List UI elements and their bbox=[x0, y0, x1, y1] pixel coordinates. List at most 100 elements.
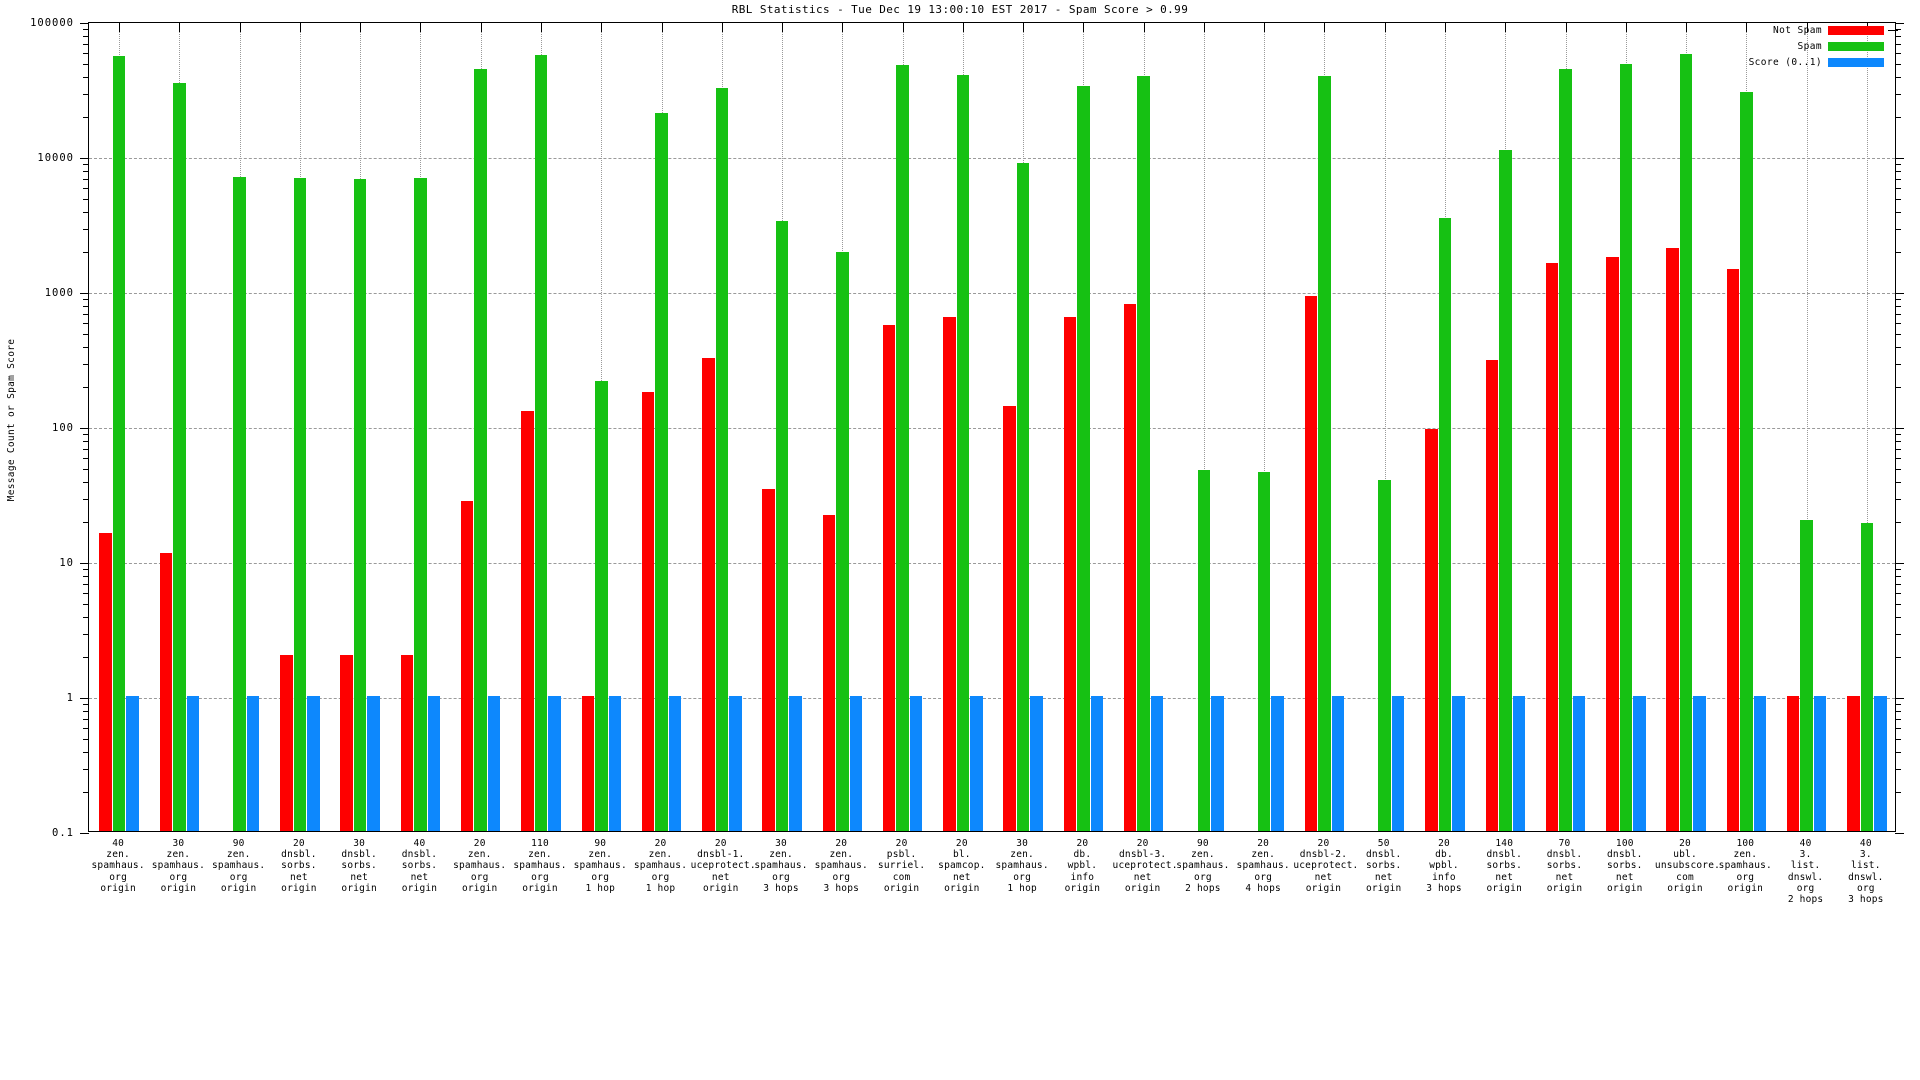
y-axis-minor-tick bbox=[1895, 569, 1901, 571]
bar-not-spam bbox=[340, 655, 353, 831]
y-axis-minor-tick bbox=[83, 306, 89, 308]
x-axis-tick bbox=[1324, 23, 1326, 32]
bar-score bbox=[1271, 696, 1284, 831]
y-axis-minor-tick bbox=[83, 333, 89, 335]
y-axis-minor-tick bbox=[83, 171, 89, 173]
x-axis-tick-label: 20 psbl. surriel. com origin bbox=[877, 838, 926, 894]
x-axis-tick-label: 20 dnsbl-2. uceprotect. net origin bbox=[1293, 838, 1359, 894]
bar-spam bbox=[1438, 217, 1452, 831]
y-axis-minor-tick bbox=[1895, 387, 1901, 389]
bar-score bbox=[608, 696, 622, 831]
y-axis-minor-tick bbox=[1895, 792, 1901, 794]
x-axis-tick bbox=[721, 23, 723, 32]
bar-score bbox=[307, 696, 320, 831]
bar-not-spam bbox=[1666, 247, 1679, 831]
bar-spam bbox=[1559, 69, 1572, 831]
y-axis-minor-tick bbox=[1895, 252, 1901, 254]
y-axis-minor-tick bbox=[83, 299, 89, 301]
x-axis-tick bbox=[842, 23, 844, 32]
y-axis-tick-label: 10 bbox=[59, 557, 74, 569]
x-axis-tick-label: 20 zen. spamhaus. org 1 hop bbox=[633, 838, 688, 894]
bar-score bbox=[487, 696, 501, 831]
x-axis-tick bbox=[119, 23, 121, 32]
y-axis-tick-label: 1 bbox=[66, 692, 74, 704]
plot-area: 100000 10000 1000 100 10 1 0.1 bbox=[30, 17, 1904, 839]
bar-spam bbox=[956, 74, 970, 831]
bar-score bbox=[1391, 696, 1405, 831]
y-axis-minor-tick bbox=[83, 468, 89, 470]
y-axis-minor-tick bbox=[1895, 751, 1901, 753]
x-axis-tick-label: 20 dnsbl-1. uceprotect. net origin bbox=[690, 838, 756, 894]
x-axis-tick bbox=[1023, 23, 1025, 32]
y-axis-minor-tick bbox=[1895, 768, 1901, 770]
y-axis-minor-tick bbox=[83, 387, 89, 389]
x-axis-tick bbox=[1806, 23, 1808, 32]
x-axis-tick bbox=[480, 23, 482, 32]
y-axis-tick bbox=[1895, 23, 1904, 24]
x-axis-tick bbox=[1384, 23, 1386, 32]
y-axis-minor-tick bbox=[83, 657, 89, 659]
y-axis-minor-tick bbox=[1895, 198, 1901, 200]
y-axis-minor-tick bbox=[1895, 52, 1901, 54]
y-axis-minor-tick bbox=[83, 93, 89, 95]
bar-spam bbox=[474, 69, 487, 831]
bar-score bbox=[1150, 696, 1164, 831]
x-axis-tick-label: 90 zen. spamhaus. org 1 hop bbox=[573, 838, 627, 894]
y-axis-minor-tick bbox=[1895, 322, 1901, 324]
y-axis-minor-tick bbox=[83, 252, 89, 254]
y-axis-minor-tick bbox=[83, 592, 89, 594]
x-axis-tick-label: 20 db. wpbl. info origin bbox=[1064, 838, 1101, 894]
x-axis-tick bbox=[1445, 23, 1446, 32]
x-axis-tick-label: 90 zen. spamhaus. org origin bbox=[212, 838, 266, 894]
x-axis-tick-label: 30 zen. spamhaus. org 1 hop bbox=[995, 838, 1049, 894]
y-axis-minor-tick bbox=[83, 457, 89, 459]
y-axis-tick bbox=[1895, 833, 1904, 834]
bar-not-spam bbox=[1545, 263, 1559, 831]
y-axis-minor-tick bbox=[83, 363, 89, 365]
bar-not-spam bbox=[1726, 269, 1740, 831]
y-axis-minor-tick bbox=[1895, 576, 1901, 578]
y-axis-minor-tick bbox=[83, 434, 89, 436]
y-axis-tick bbox=[1895, 293, 1904, 294]
bar-score bbox=[1572, 696, 1586, 831]
x-axis-tick bbox=[541, 23, 542, 32]
bar-spam bbox=[1137, 76, 1150, 831]
y-axis-minor-tick bbox=[1895, 299, 1901, 301]
y-axis-minor-tick bbox=[83, 603, 89, 605]
x-axis-tick-label: 50 dnsbl. sorbs. net origin bbox=[1365, 838, 1402, 894]
y-axis-minor-tick bbox=[83, 76, 89, 78]
y-axis-minor-tick bbox=[83, 718, 89, 720]
legend-label-spam: Spam bbox=[1797, 41, 1822, 52]
y-axis-minor-tick bbox=[1895, 117, 1901, 119]
gridline bbox=[89, 428, 1895, 429]
y-axis-minor-tick bbox=[83, 792, 89, 794]
x-axis-tick-label: 20 ubl. unsubscore. com origin bbox=[1654, 838, 1721, 894]
bar-not-spam bbox=[400, 655, 414, 831]
bar-spam bbox=[1619, 64, 1633, 831]
y-axis-minor-tick bbox=[83, 711, 89, 713]
y-axis-minor-tick bbox=[83, 187, 89, 189]
bar-spam bbox=[595, 381, 608, 831]
legend-swatch-score bbox=[1828, 58, 1884, 67]
category-gridline bbox=[1866, 23, 1868, 831]
y-axis-minor-tick bbox=[83, 36, 89, 38]
y-axis-minor-tick bbox=[1895, 333, 1901, 335]
x-axis-tick bbox=[601, 23, 603, 32]
y-axis-minor-tick bbox=[1895, 457, 1901, 459]
bar-score bbox=[909, 696, 923, 831]
chart-title: RBL Statistics - Tue Dec 19 13:00:10 EST… bbox=[731, 3, 1189, 16]
gridline bbox=[89, 563, 1895, 564]
x-axis-tick-label: 40 dnsbl. sorbs. net origin bbox=[401, 838, 438, 894]
bar-spam bbox=[1800, 520, 1813, 831]
bar-score bbox=[1211, 696, 1224, 831]
y-axis-tick bbox=[80, 23, 89, 24]
y-axis-tick-label: 0.1 bbox=[52, 827, 74, 839]
y-axis-minor-tick bbox=[83, 522, 89, 524]
y-axis-minor-tick bbox=[1895, 36, 1901, 38]
x-axis-tick bbox=[1203, 23, 1205, 32]
y-axis-tick-label: 10000 bbox=[37, 152, 74, 164]
bar-score bbox=[1813, 696, 1827, 831]
bar-score bbox=[1090, 696, 1104, 831]
y-axis-minor-tick bbox=[83, 751, 89, 753]
